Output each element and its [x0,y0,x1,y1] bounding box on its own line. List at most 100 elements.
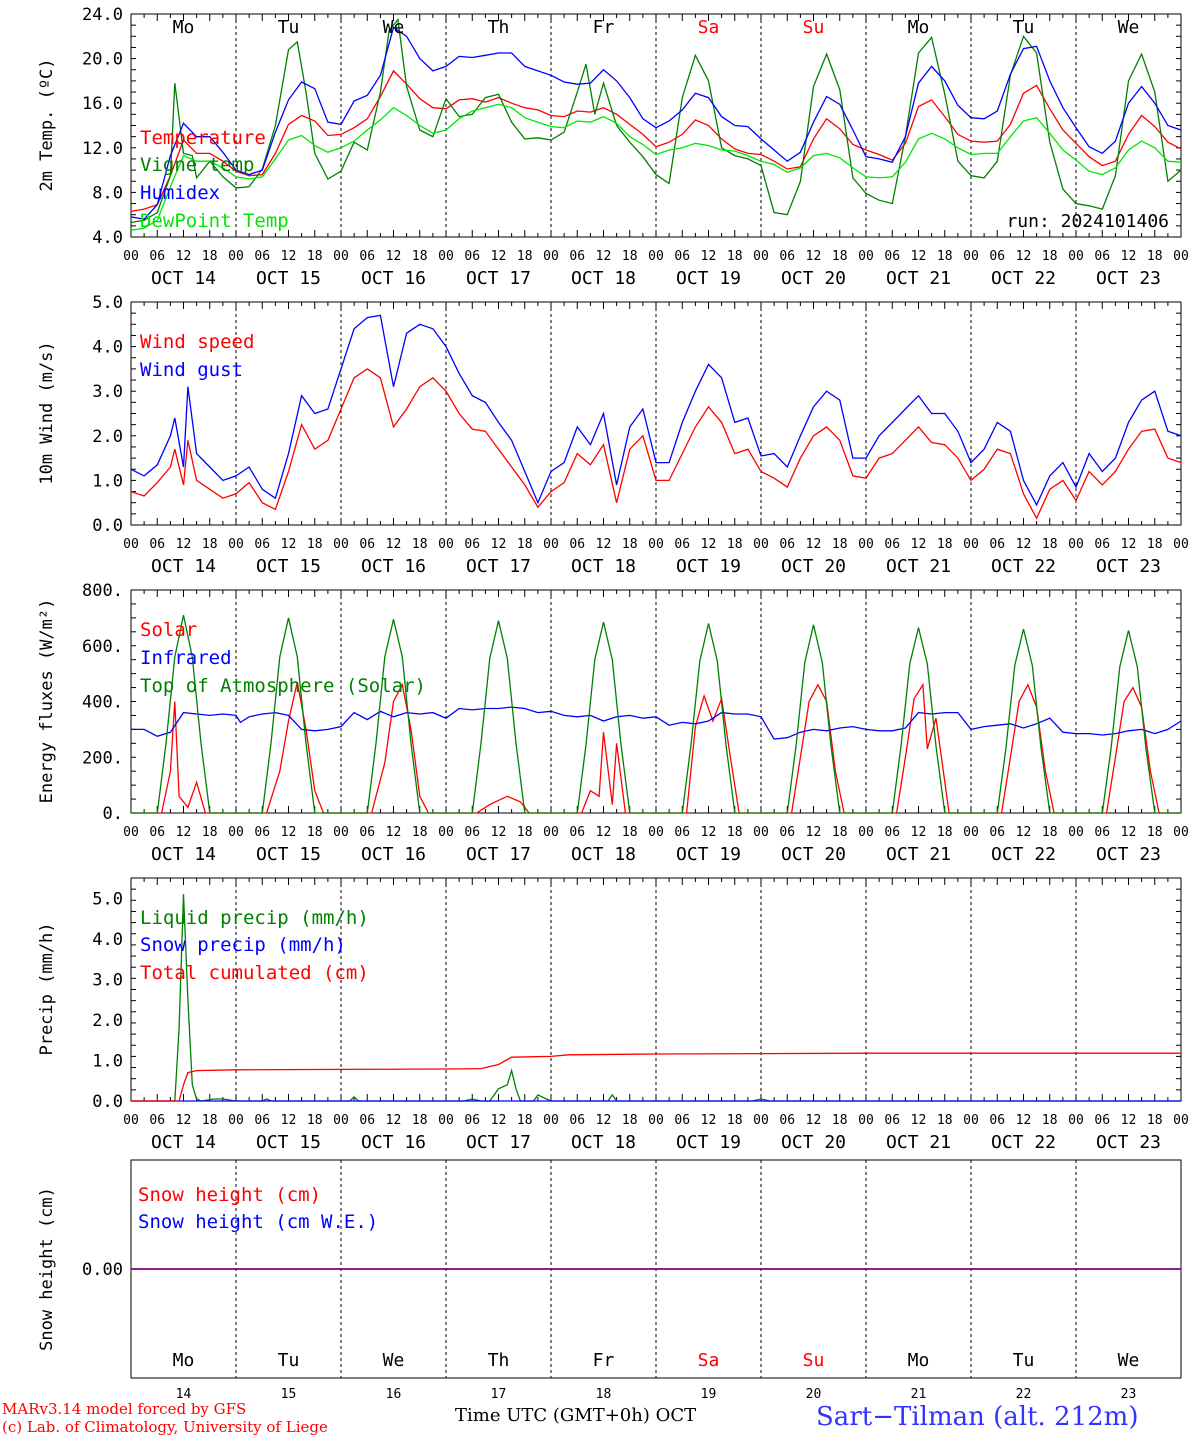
hour-tick-label: 00 [753,537,769,552]
date-label: OCT 16 [361,844,426,865]
day-number-label: 19 [701,1387,717,1402]
hour-tick-label: 18 [622,249,638,264]
hour-tick-label: 00 [123,249,139,264]
hour-tick-label: 18 [937,537,953,552]
legend-entry: Infrared [140,647,232,669]
hour-tick-label: 12 [596,1113,612,1128]
hour-tick-label: 06 [1094,537,1110,552]
hour-tick-label: 00 [543,825,559,840]
hour-tick-label: 12 [176,249,192,264]
day-number-label: 22 [1016,1387,1032,1402]
hour-tick-label: 00 [438,249,454,264]
hour-tick-label: 00 [123,537,139,552]
hour-tick-label: 12 [1121,537,1137,552]
legend-entry: Snow height (cm W.E.) [138,1211,378,1233]
panel-temperature [130,13,1182,238]
date-label: OCT 16 [361,268,426,289]
hour-tick-label: 18 [1147,825,1163,840]
hour-tick-label: 06 [359,249,375,264]
hour-tick-label: 12 [176,825,192,840]
hour-tick-label: 12 [281,249,297,264]
hour-tick-label: 18 [1042,249,1058,264]
hour-tick-label: 00 [648,249,664,264]
hour-tick-label: 18 [622,825,638,840]
hour-tick-label: 00 [1068,249,1084,264]
series-line-infrared [131,706,1182,740]
hour-tick-label: 12 [386,537,402,552]
legend-entry: Humidex [140,182,220,204]
hour-tick-label: 18 [622,1113,638,1128]
date-label: OCT 18 [571,268,636,289]
y-tick-label: 3.0 [92,970,123,990]
y-tick-label: 3.0 [92,382,123,402]
date-label: OCT 20 [781,556,846,577]
date-label: OCT 19 [676,556,741,577]
series-line-total-cumulated-cm- [131,1052,1181,1102]
hour-tick-label: 00 [753,1113,769,1128]
y-tick-label: 1.0 [92,471,123,491]
hour-tick-label: 00 [333,825,349,840]
date-label: OCT 18 [571,844,636,865]
date-label: OCT 22 [991,1132,1056,1153]
day-number-label: 15 [281,1387,297,1402]
hour-tick-label: 18 [1147,537,1163,552]
date-label: OCT 17 [466,268,531,289]
hour-tick-label: 12 [1121,249,1137,264]
hour-tick-label: 18 [412,825,428,840]
hour-tick-label: 00 [1173,825,1189,840]
panel-wind [130,301,1182,526]
hour-tick-label: 06 [779,537,795,552]
day-name-label: Sa [698,17,720,38]
hour-tick-label: 12 [806,537,822,552]
y-tick-label: 600. [82,637,123,657]
hour-tick-label: 12 [1016,249,1032,264]
legend-entry: Wind speed [140,331,254,353]
hour-tick-label: 12 [1016,825,1032,840]
hour-tick-label: 06 [149,249,165,264]
hour-tick-label: 00 [858,249,874,264]
y-tick-label: 12.0 [82,139,123,159]
hour-tick-label: 00 [438,537,454,552]
month-label: OCT [655,1405,697,1426]
series-line-wind-gust [130,314,1182,507]
hour-tick-label: 18 [937,825,953,840]
day-name-label: Mo [173,17,195,38]
panel-energy [130,589,1182,814]
legend-entry: Vigne temp [140,154,254,176]
hour-tick-label: 06 [464,825,480,840]
hour-tick-label: 12 [701,249,717,264]
day-name-label: Fr [593,1350,615,1371]
date-label: OCT 15 [256,1132,321,1153]
hour-tick-label: 06 [779,825,795,840]
hour-tick-label: 06 [254,825,270,840]
hour-tick-label: 12 [911,249,927,264]
day-name-label: Th [488,17,510,38]
day-name-label: Mo [908,1350,930,1371]
y-tick-label: 800. [82,581,123,601]
y-tick-label: 4.0 [92,228,123,248]
hour-tick-label: 06 [149,1113,165,1128]
hour-tick-label: 18 [727,249,743,264]
y-tick-label: 16.0 [82,94,123,114]
hour-tick-label: 18 [1042,1113,1058,1128]
date-label: OCT 20 [781,844,846,865]
legend-entry: Solar [140,619,197,641]
hour-tick-label: 00 [1173,249,1189,264]
date-label: OCT 20 [781,1132,846,1153]
hour-tick-label: 18 [1147,249,1163,264]
credit-line: MARv3.14 model forced by GFS [2,1400,247,1418]
hour-tick-label: 06 [989,537,1005,552]
hour-tick-label: 00 [1068,825,1084,840]
hour-tick-label: 12 [596,825,612,840]
series-line-humidex [130,26,1182,220]
hour-tick-label: 06 [1094,1113,1110,1128]
date-label: OCT 22 [991,556,1056,577]
hour-tick-label: 06 [989,825,1005,840]
y-tick-label: 1.0 [92,1051,123,1071]
day-number-label: 20 [806,1387,822,1402]
day-name-label: Tu [1013,17,1035,38]
hour-tick-label: 12 [1016,1113,1032,1128]
hour-tick-label: 06 [779,1113,795,1128]
date-label: OCT 21 [886,556,951,577]
